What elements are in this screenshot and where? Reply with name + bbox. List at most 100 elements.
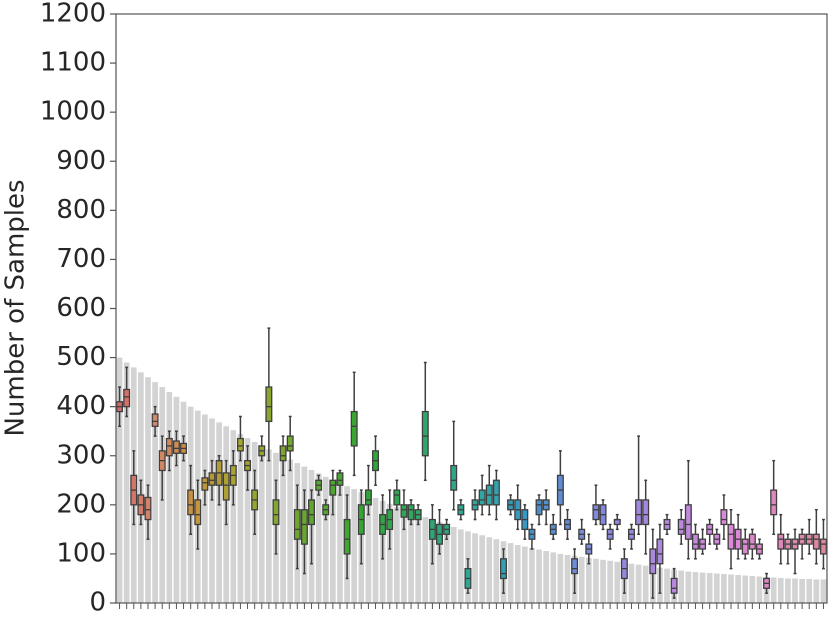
background-bar	[792, 578, 798, 603]
box	[656, 538, 664, 565]
y-tick-label: 1000	[40, 97, 106, 127]
background-bar	[408, 512, 414, 603]
background-bar	[600, 559, 606, 603]
background-bar	[152, 382, 158, 603]
background-bar	[457, 529, 464, 603]
background-bar	[678, 570, 685, 603]
box	[329, 479, 337, 496]
background-bar	[507, 543, 514, 603]
box	[165, 437, 173, 457]
background-bar	[258, 445, 265, 603]
background-bar	[479, 535, 486, 603]
background-bar	[635, 564, 642, 603]
y-tick-label: 1100	[40, 48, 106, 78]
box	[642, 499, 650, 526]
background-bar	[116, 357, 123, 603]
background-bar	[230, 430, 237, 603]
background-bar	[550, 552, 557, 603]
background-bar	[401, 509, 407, 603]
box	[613, 518, 621, 526]
background-bar	[351, 489, 358, 603]
background-bar	[237, 434, 244, 603]
background-bar	[770, 577, 777, 603]
y-tick-label: 400	[56, 391, 106, 421]
background-bar	[386, 503, 393, 603]
box	[194, 499, 202, 526]
background-bar	[209, 418, 215, 603]
background-bar	[493, 539, 500, 603]
box	[144, 496, 152, 521]
background-bar	[280, 456, 286, 603]
background-bar	[557, 553, 564, 603]
box	[691, 533, 699, 550]
y-tick-label: 500	[56, 342, 106, 372]
background-bar	[514, 545, 521, 603]
box	[741, 538, 749, 555]
y-tick-label: 1200	[40, 0, 106, 29]
y-tick-label: 200	[56, 489, 106, 519]
background-bar	[287, 459, 294, 603]
box	[336, 472, 344, 486]
box	[208, 472, 216, 486]
background-bar	[443, 524, 450, 603]
background-bar	[266, 449, 272, 603]
box	[187, 489, 195, 516]
background-bar	[543, 550, 549, 603]
box	[670, 577, 678, 594]
background-bar	[529, 548, 535, 603]
box	[535, 499, 543, 516]
background-bar	[337, 483, 343, 603]
box	[571, 558, 579, 575]
background-bar	[472, 533, 478, 603]
box	[649, 548, 657, 575]
background-bar	[450, 526, 457, 603]
y-tick-label: 700	[56, 244, 106, 274]
box	[236, 437, 244, 452]
background-bar	[486, 537, 493, 603]
background-bar	[415, 514, 422, 603]
background-bar	[799, 578, 805, 603]
background-bar	[614, 561, 621, 603]
background-bar	[628, 563, 635, 603]
background-bar	[820, 579, 827, 603]
box	[635, 499, 643, 526]
y-tick-label: 100	[56, 538, 106, 568]
box	[293, 509, 301, 540]
background-bar	[244, 438, 251, 603]
box	[172, 440, 180, 454]
background-bar	[749, 576, 756, 603]
box	[727, 523, 735, 550]
background-bar	[721, 574, 727, 603]
y-tick-label: 0	[89, 588, 106, 618]
background-bar	[578, 556, 585, 603]
background-bar	[202, 414, 208, 603]
box	[684, 504, 692, 540]
box	[123, 388, 131, 408]
background-bar	[372, 497, 379, 603]
box	[393, 489, 401, 506]
box	[421, 410, 429, 457]
background-bar	[699, 572, 706, 603]
background-bar	[330, 480, 336, 603]
background-bar	[728, 574, 734, 603]
box	[222, 472, 230, 501]
box	[265, 386, 273, 423]
box	[308, 499, 316, 526]
box	[748, 533, 756, 550]
box	[812, 533, 820, 550]
y-tick-label: 900	[56, 146, 106, 176]
background-bar	[216, 422, 222, 603]
background-bar	[564, 554, 571, 603]
background-bar	[422, 517, 429, 603]
background-bar	[166, 391, 173, 603]
box	[677, 518, 685, 535]
background-bar	[180, 401, 187, 603]
background-bar	[536, 549, 542, 603]
background-bar	[735, 575, 741, 603]
box	[201, 477, 209, 491]
background-bar	[593, 558, 599, 603]
box	[272, 499, 280, 526]
box	[450, 464, 458, 491]
background-bar	[642, 565, 649, 603]
